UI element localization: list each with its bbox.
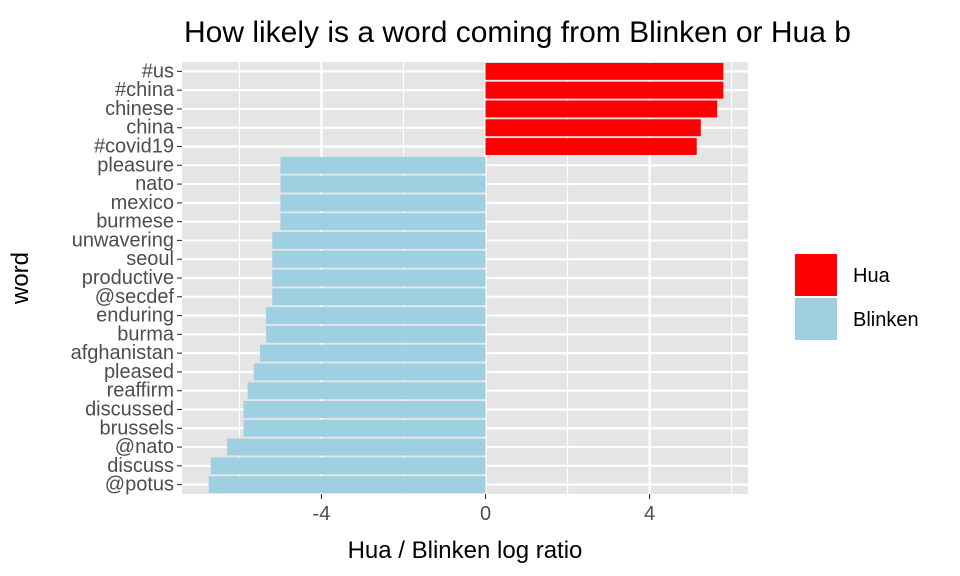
x-tick-label: 4: [644, 503, 655, 525]
bar: [485, 81, 724, 99]
y-tick-label: afghanistan: [71, 342, 174, 364]
y-tick-label: pleasure: [97, 154, 174, 176]
y-tick-label: brussels: [100, 417, 174, 439]
bar: [485, 62, 724, 80]
bar: [280, 156, 486, 174]
y-tick-label: seoul: [126, 248, 174, 270]
legend: Hua Blinken: [795, 254, 919, 340]
x-tick-label: 0: [480, 503, 491, 525]
y-tick-label: #us: [142, 60, 174, 82]
legend-label-hua: Hua: [853, 265, 891, 287]
bar: [243, 419, 486, 437]
y-tick-label: #china: [115, 79, 175, 101]
bars: [208, 62, 724, 494]
x-axis-title: Hua / Blinken log ratio: [348, 537, 583, 564]
y-tick-label: @potus: [105, 474, 174, 496]
bar: [227, 438, 486, 456]
bar: [253, 363, 486, 381]
bar: [272, 269, 486, 287]
bar: [280, 194, 486, 212]
y-tick-label: burma: [117, 323, 175, 345]
bar: [259, 344, 486, 362]
y-tick-label: reaffirm: [107, 380, 174, 402]
bar: [208, 476, 486, 494]
y-axis-title: word: [7, 252, 34, 305]
y-tick-label: china: [126, 117, 175, 139]
y-tick-label: nato: [135, 173, 174, 195]
chart-title: How likely is a word coming from Blinken…: [184, 16, 851, 49]
y-tick-labels: #us#chinachinesechina#covid19pleasurenat…: [71, 60, 182, 496]
y-tick-label: burmese: [96, 211, 174, 233]
bar: [272, 231, 486, 249]
bar: [266, 307, 486, 325]
bar: [272, 250, 486, 268]
bar: [485, 100, 718, 118]
x-tick-label: -4: [313, 503, 331, 525]
y-tick-label: pleased: [104, 361, 174, 383]
bar: [243, 401, 486, 418]
y-tick-label: @nato: [115, 436, 174, 458]
x-tick-labels: -4 0 4: [313, 494, 655, 525]
bar: [247, 382, 486, 400]
bar: [210, 457, 486, 475]
y-tick-label: #covid19: [94, 136, 174, 158]
y-tick-label: @secdef: [95, 286, 175, 308]
y-tick-label: discuss: [107, 455, 174, 477]
legend-label-blinken: Blinken: [853, 309, 919, 331]
y-tick-label: discussed: [85, 398, 174, 420]
legend-key-blinken: [795, 298, 837, 340]
bar: [266, 325, 486, 343]
bar: [280, 213, 486, 231]
y-tick-label: chinese: [105, 98, 174, 120]
bar: [485, 138, 697, 155]
y-tick-label: enduring: [96, 305, 174, 327]
bar: [485, 119, 701, 137]
y-tick-label: productive: [82, 267, 174, 289]
legend-key-hua: [795, 254, 837, 296]
bar: [280, 175, 486, 193]
bar: [272, 288, 486, 306]
y-tick-label: mexico: [111, 192, 174, 214]
y-tick-label: unwavering: [72, 229, 174, 251]
